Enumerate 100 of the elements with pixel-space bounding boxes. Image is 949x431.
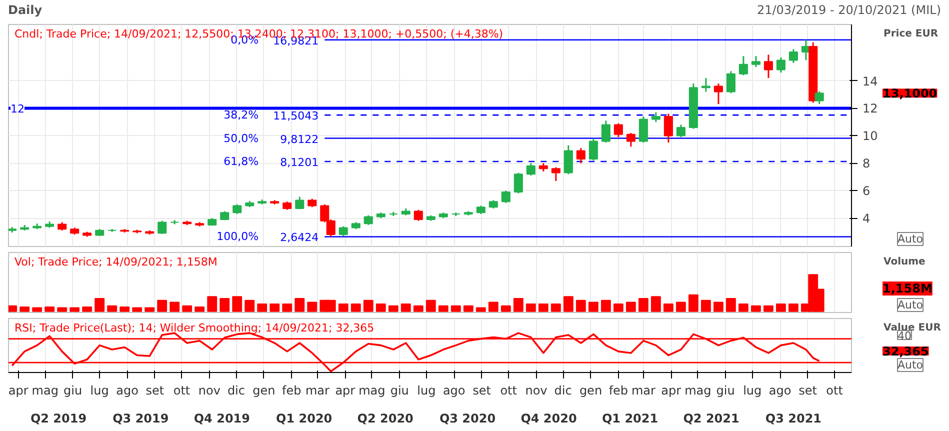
bar (338, 304, 348, 312)
bar (550, 304, 561, 312)
x-tick-label: set (798, 384, 818, 398)
bar (438, 305, 448, 312)
candlestick (514, 172, 523, 194)
bar (413, 305, 424, 312)
x2-tick-label: Q1 2020 (276, 412, 332, 426)
chart-subtitle: 21/03/2019 - 20/10/2021 (MIL) (756, 2, 941, 19)
x-tick-label: lug (743, 384, 762, 398)
bar (350, 304, 361, 312)
ref-line-label: 8,1201 (280, 156, 319, 170)
x-tick-label: mar (305, 384, 330, 398)
x2-tick-label: Q3 2020 (439, 412, 496, 426)
bar (244, 300, 255, 312)
annotation: 100,0% (216, 230, 259, 244)
y-tick-label: 4 (862, 212, 870, 226)
candlestick (651, 112, 660, 123)
bar (270, 304, 280, 312)
bar (726, 298, 736, 312)
candlestick (295, 196, 304, 210)
candlestick (814, 90, 824, 105)
candlestick (714, 82, 723, 105)
candlestick (676, 124, 686, 138)
annotation: 38,2% (224, 108, 259, 122)
bar (194, 306, 205, 312)
candlestick (776, 56, 786, 74)
bar (282, 304, 292, 312)
candlestick (788, 48, 798, 64)
x2-tick-label: Q3 2019 (112, 412, 169, 426)
y-axis-title: Price EUR (884, 28, 938, 40)
bar (57, 307, 68, 312)
bar (676, 302, 686, 312)
x-tick-label: ago (768, 384, 792, 398)
x-tick-label: dic (227, 384, 246, 398)
bar (713, 302, 724, 312)
bar (563, 296, 574, 312)
bar (776, 304, 786, 312)
candlestick (158, 220, 167, 235)
x-tick-label: gen (252, 384, 276, 398)
x-tick-label: apr (8, 384, 28, 398)
bar (663, 304, 674, 312)
candlestick (751, 55, 760, 68)
candlestick (576, 147, 586, 164)
ref-line-label: 2,6424 (280, 231, 319, 244)
bar (170, 302, 180, 312)
x-tick-label: nov (198, 384, 220, 398)
bar (32, 307, 42, 312)
x-tick-label: nov (525, 384, 548, 398)
bar (650, 296, 661, 312)
candlestick (638, 116, 648, 144)
text: 13,1000 (882, 86, 938, 101)
text: 32,365 (882, 344, 929, 358)
x-tick-label: giu (64, 384, 82, 398)
bar (120, 306, 130, 312)
x-tick-label: ago (442, 384, 466, 398)
bar (638, 298, 648, 312)
bar (750, 305, 761, 312)
text: Vol; Trade Price; 14/09/2021; 1,158M (14, 256, 218, 268)
bar (513, 298, 524, 312)
bar (450, 305, 461, 312)
bar (294, 298, 305, 312)
x2-tick-label: Q2 2021 (683, 412, 740, 426)
y-tick-label: 14 (862, 74, 878, 88)
candlestick (364, 214, 373, 226)
bar (788, 304, 798, 312)
bar (20, 306, 30, 312)
bar (157, 300, 168, 312)
y-tick-label: 10 (862, 129, 878, 144)
bar (70, 307, 80, 312)
candlestick (232, 204, 242, 215)
x-tick-label: mag (684, 384, 712, 398)
x2-tick-label: Q3 2021 (765, 412, 822, 426)
candlestick (664, 112, 673, 144)
text: 40 (898, 330, 912, 342)
x-tick-label: set (146, 384, 164, 398)
x-tick-label: apr (335, 384, 356, 398)
ref-line-label: 9,8122 (280, 132, 319, 146)
bar (82, 306, 92, 312)
x-tick-label: ago (116, 384, 138, 398)
bar (182, 305, 192, 312)
candlestick (764, 54, 773, 79)
bar (363, 300, 374, 312)
candlestick (626, 132, 636, 148)
bar (307, 302, 318, 312)
bar (94, 298, 105, 312)
candlestick (564, 144, 573, 175)
bar (500, 305, 511, 312)
candlestick (588, 138, 598, 162)
candlestick (738, 55, 748, 76)
candlestick (526, 162, 536, 176)
bar (376, 304, 386, 312)
candlestick (601, 120, 610, 144)
bar (476, 307, 486, 312)
bar (763, 305, 774, 312)
text: 1,158M (882, 282, 932, 296)
bar (613, 304, 624, 312)
x-tick-label: apr (661, 384, 682, 398)
bar (538, 304, 548, 312)
bar (44, 306, 55, 312)
bar (232, 296, 242, 312)
